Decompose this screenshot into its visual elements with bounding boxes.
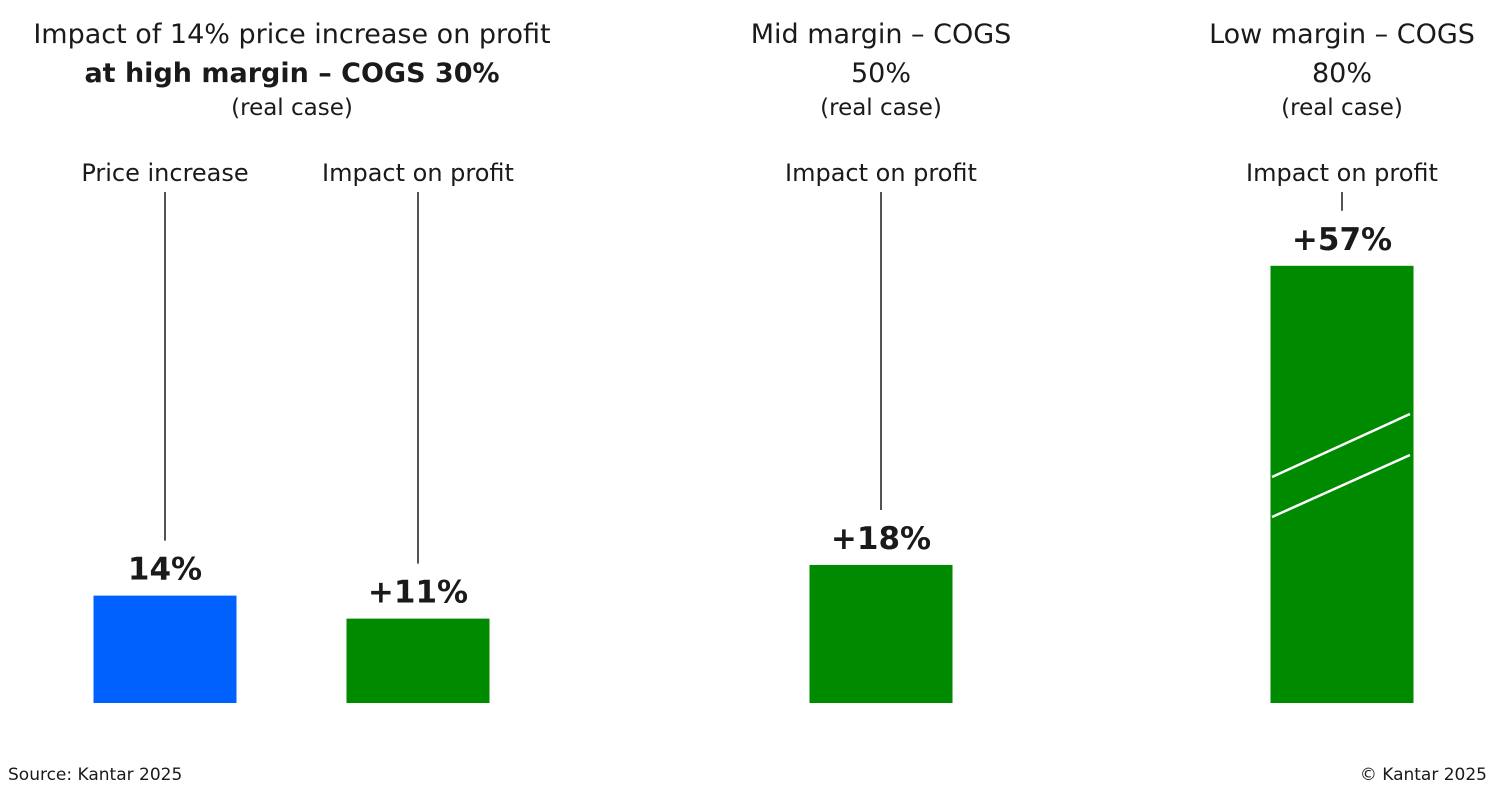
bar-value-label: +18% [831,521,931,557]
bar-category-label: Impact on profit [785,159,977,187]
bar-category-label: Impact on profit [1246,159,1438,187]
panel-3-title-line1: Low margin – COGS [1209,19,1475,50]
bar-value-label: 14% [128,552,202,588]
panel-1-title-line1: Impact of 14% price increase on profit [33,19,550,50]
axis-break-line [1271,453,1411,519]
bar [93,595,237,703]
bar [346,618,490,703]
bar-value-label: +57% [1292,222,1392,258]
panel-2-subtitle: (real case) [820,95,942,121]
panel-3-subtitle: (real case) [1281,95,1403,121]
panel-1-subtitle: (real case) [231,95,353,121]
panel-1-title-line2: at high margin – COGS 30% [84,58,499,89]
bar-category-label: Impact on profit [322,159,514,187]
panel-3-title-line2: 80% [1312,58,1372,89]
panel-2-title-line1: Mid margin – COGS [751,19,1012,50]
copyright: © Kantar 2025 [1360,765,1487,785]
panel-2-title-line2: 50% [851,58,911,89]
bar [809,564,953,703]
axis-break-line [1271,412,1411,479]
source-note: Source: Kantar 2025 [8,765,182,785]
bar-value-label: +11% [368,575,468,611]
bar-category-label: Price increase [81,159,248,187]
